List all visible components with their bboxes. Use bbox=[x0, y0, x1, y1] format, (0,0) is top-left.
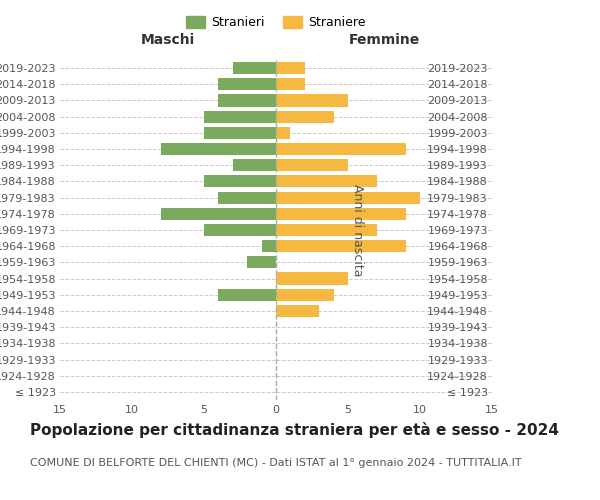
Bar bbox=[218, 288, 276, 301]
Bar bbox=[276, 110, 334, 122]
Bar bbox=[276, 288, 334, 301]
Bar bbox=[262, 240, 276, 252]
Bar bbox=[276, 224, 377, 236]
Bar bbox=[204, 176, 276, 188]
Text: Maschi: Maschi bbox=[141, 33, 195, 47]
Bar bbox=[276, 272, 348, 284]
Bar bbox=[233, 159, 276, 172]
Bar bbox=[276, 159, 348, 172]
Bar bbox=[276, 62, 305, 74]
Text: COMUNE DI BELFORTE DEL CHIENTI (MC) - Dati ISTAT al 1° gennaio 2024 - TUTTITALIA: COMUNE DI BELFORTE DEL CHIENTI (MC) - Da… bbox=[30, 458, 521, 468]
Bar bbox=[247, 256, 276, 268]
Bar bbox=[276, 192, 420, 203]
Bar bbox=[276, 208, 406, 220]
Y-axis label: Anni di nascita: Anni di nascita bbox=[350, 184, 364, 276]
Bar bbox=[161, 208, 276, 220]
Bar bbox=[276, 240, 406, 252]
Text: Popolazione per cittadinanza straniera per età e sesso - 2024: Popolazione per cittadinanza straniera p… bbox=[30, 422, 559, 438]
Bar bbox=[218, 78, 276, 90]
Bar bbox=[204, 224, 276, 236]
Text: Femmine: Femmine bbox=[349, 33, 419, 47]
Bar bbox=[276, 305, 319, 317]
Bar bbox=[276, 143, 406, 155]
Bar bbox=[276, 78, 305, 90]
Bar bbox=[204, 110, 276, 122]
Bar bbox=[276, 94, 348, 106]
Bar bbox=[276, 127, 290, 139]
Legend: Stranieri, Straniere: Stranieri, Straniere bbox=[181, 11, 371, 34]
Bar bbox=[161, 143, 276, 155]
Bar bbox=[218, 192, 276, 203]
Bar bbox=[233, 62, 276, 74]
Bar bbox=[204, 127, 276, 139]
Bar bbox=[218, 94, 276, 106]
Bar bbox=[276, 176, 377, 188]
